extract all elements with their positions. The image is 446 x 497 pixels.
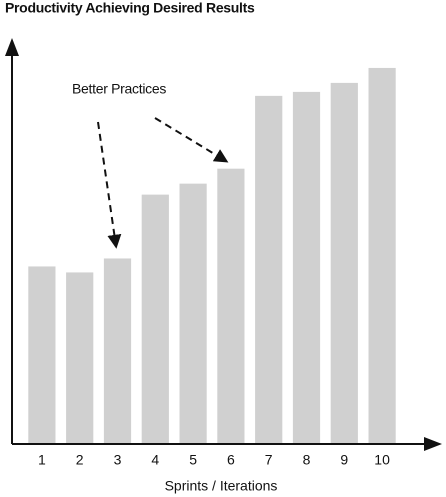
bar [179, 183, 207, 443]
annotation-arrow [97, 121, 122, 249]
bar [103, 258, 132, 443]
bars [28, 67, 396, 444]
bar [330, 82, 358, 443]
x-axis-label: Sprints / Iterations [165, 478, 278, 494]
bar [66, 272, 94, 443]
x-tick-label: 9 [340, 452, 348, 468]
x-tick-label: 2 [76, 452, 84, 468]
bar [368, 67, 396, 443]
bar [28, 266, 56, 443]
y-axis-arrow [5, 38, 19, 56]
bar [255, 95, 283, 444]
x-tick-label: 6 [227, 452, 235, 468]
x-tick-label: 7 [265, 452, 273, 468]
x-tick-label: 5 [189, 452, 197, 468]
bar [292, 91, 321, 443]
bar [141, 194, 169, 443]
x-tick-label: 3 [114, 452, 122, 468]
chart-title: Productivity Achieving Desired Results [5, 0, 255, 16]
x-tick-label: 8 [303, 452, 311, 468]
x-tick-label: 1 [38, 452, 46, 468]
x-axis-arrow [424, 437, 442, 451]
bar [217, 168, 245, 443]
annotation-arrow [154, 117, 229, 163]
annotation: Better Practices [72, 81, 166, 97]
x-tick-label: 4 [151, 452, 159, 468]
x-tick-label: 10 [374, 452, 390, 468]
